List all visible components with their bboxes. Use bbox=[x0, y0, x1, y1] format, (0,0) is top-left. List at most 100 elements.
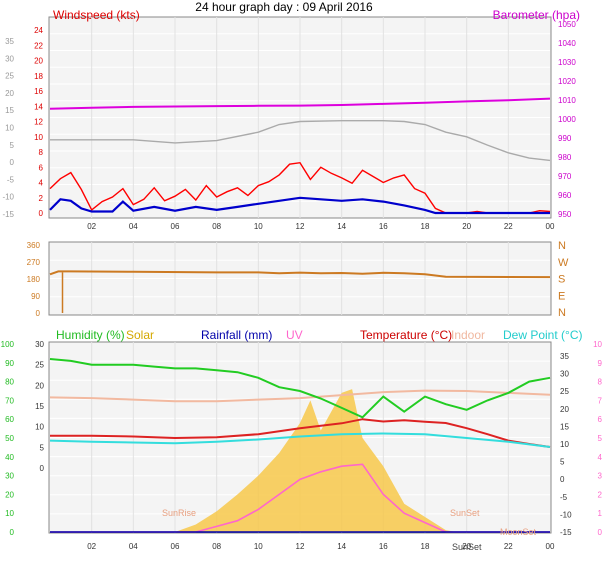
legend-humidity: Humidity (%) bbox=[56, 328, 125, 342]
legend-temperature: Temperature (°C) bbox=[360, 328, 452, 342]
uv-tick-label: 3 bbox=[598, 472, 603, 481]
outer-tick-label: 10 bbox=[5, 124, 14, 133]
temperature-tick-label: 0 bbox=[560, 475, 565, 484]
direction-tick-label: 270 bbox=[27, 258, 41, 267]
windspeed-tick-label: 20 bbox=[34, 57, 43, 66]
time-tick-label: 06 bbox=[171, 542, 180, 551]
humidity-tick-label: 30 bbox=[5, 472, 14, 481]
wind-average-line bbox=[49, 196, 550, 215]
compass-tick-label: W bbox=[558, 257, 569, 269]
temperature-left-tick-label: 15 bbox=[35, 402, 44, 411]
time-tick-label: 04 bbox=[129, 222, 138, 231]
chart-title: 24 hour graph day : 09 April 2016 bbox=[195, 0, 373, 14]
temperature-left-tick-label: 20 bbox=[35, 381, 44, 390]
barometer-tick-label: 1000 bbox=[558, 115, 576, 124]
temperature-left-tick-label: 5 bbox=[40, 443, 45, 452]
temperature-tick-label: 10 bbox=[560, 440, 569, 449]
legend-uv: UV bbox=[286, 328, 303, 342]
time-tick-label: 02 bbox=[87, 542, 96, 551]
outer-tick-label: 30 bbox=[5, 54, 14, 63]
barometer-tick-label: 1020 bbox=[558, 77, 576, 86]
compass-tick-label: S bbox=[558, 274, 565, 286]
windspeed-tick-label: 22 bbox=[34, 41, 43, 50]
compass-tick-label: E bbox=[558, 290, 565, 302]
temperature-tick-label: -10 bbox=[560, 510, 572, 519]
barometer-tick-label: 1040 bbox=[558, 39, 576, 48]
legend-dew-point: Dew Point (°C) bbox=[503, 328, 582, 342]
uv-tick-label: 8 bbox=[598, 378, 603, 387]
legend-solar: Solar bbox=[126, 328, 154, 342]
outer-tick-label: -15 bbox=[2, 210, 14, 219]
windspeed-tick-label: 18 bbox=[34, 72, 43, 81]
time-tick-label: 12 bbox=[296, 222, 305, 231]
barometer-line bbox=[49, 97, 551, 110]
outer-tick-label: -10 bbox=[2, 193, 14, 202]
solar-area bbox=[50, 389, 550, 532]
temperature-left-tick-label: 30 bbox=[35, 340, 44, 349]
outer-tick-label: 15 bbox=[5, 106, 14, 115]
sunset-label: SunSet bbox=[450, 508, 480, 518]
barometer-tick-label: 990 bbox=[558, 134, 572, 143]
time-tick-label: 14 bbox=[337, 542, 346, 551]
windspeed-tick-label: 24 bbox=[34, 26, 43, 35]
temperature-tick-label: -15 bbox=[560, 528, 572, 537]
time-tick-label: 18 bbox=[421, 222, 430, 231]
compass-tick-label: N bbox=[558, 240, 566, 252]
uv-tick-label: 10 bbox=[593, 340, 602, 349]
temperature-left-tick-label: 0 bbox=[40, 464, 45, 473]
temperature-tick-label: 35 bbox=[560, 352, 569, 361]
temperature-tick-label: 25 bbox=[560, 387, 569, 396]
barometer-tick-label: 980 bbox=[558, 153, 572, 162]
barometer-tick-label: 1010 bbox=[558, 96, 576, 105]
uv-line bbox=[50, 463, 550, 533]
time-tick-label: 04 bbox=[129, 542, 138, 551]
sunrise-label: SunRise bbox=[162, 508, 196, 518]
time-tick-label: 22 bbox=[504, 542, 513, 551]
indoor-line bbox=[49, 389, 551, 403]
time-tick-label: 12 bbox=[296, 542, 305, 551]
outer-tick-label: 5 bbox=[10, 141, 15, 150]
sunset-axis-label: SunSet bbox=[452, 542, 482, 552]
uv-tick-label: 0 bbox=[598, 528, 603, 537]
dew-point-line bbox=[49, 432, 551, 448]
outer-tick-label: 20 bbox=[5, 89, 14, 98]
uv-tick-label: 5 bbox=[598, 434, 603, 443]
barometer-tick-label: 1030 bbox=[558, 58, 576, 67]
uv-tick-label: 9 bbox=[598, 359, 603, 368]
time-tick-label: 10 bbox=[254, 222, 263, 231]
legend-indoor: Indoor bbox=[451, 328, 485, 342]
time-tick-label: 22 bbox=[504, 222, 513, 231]
direction-tick-label: 0 bbox=[36, 309, 41, 318]
time-tick-label: 00 bbox=[546, 222, 555, 231]
windspeed-tick-label: 2 bbox=[39, 194, 44, 203]
barometer-axis-label: Barometer (hpa) bbox=[493, 8, 580, 22]
humidity-tick-label: 90 bbox=[5, 359, 14, 368]
time-tick-label: 18 bbox=[421, 542, 430, 551]
barometer-tick-label: 1050 bbox=[558, 20, 576, 29]
temperature-tick-label: 30 bbox=[560, 370, 569, 379]
windspeed-tick-label: 10 bbox=[34, 133, 43, 142]
humidity-tick-label: 0 bbox=[10, 528, 15, 537]
windspeed-axis-label: Windspeed (kts) bbox=[53, 8, 140, 22]
windspeed-tick-label: 12 bbox=[34, 118, 43, 127]
time-tick-label: 00 bbox=[546, 542, 555, 551]
uv-tick-label: 4 bbox=[598, 453, 603, 462]
temperature-tick-label: 15 bbox=[560, 422, 569, 431]
windspeed-tick-label: 4 bbox=[39, 179, 44, 188]
outer-tick-label: -5 bbox=[7, 175, 15, 184]
temperature-tick-label: 5 bbox=[560, 458, 565, 467]
humidity-tick-label: 70 bbox=[5, 396, 14, 405]
uv-tick-label: 1 bbox=[598, 509, 603, 518]
moonset-label: MoonSet bbox=[500, 527, 537, 537]
windspeed-tick-label: 8 bbox=[39, 148, 44, 157]
wind-gust-line bbox=[49, 161, 551, 214]
gray-series-line bbox=[50, 119, 551, 162]
temperature-left-tick-label: 10 bbox=[35, 423, 44, 432]
outer-tick-label: 35 bbox=[5, 37, 14, 46]
humidity-tick-label: 60 bbox=[5, 415, 14, 424]
legend-rainfall: Rainfall (mm) bbox=[201, 328, 272, 342]
direction-tick-label: 360 bbox=[27, 241, 41, 250]
temperature-line bbox=[50, 418, 551, 448]
time-tick-label: 16 bbox=[379, 542, 388, 551]
